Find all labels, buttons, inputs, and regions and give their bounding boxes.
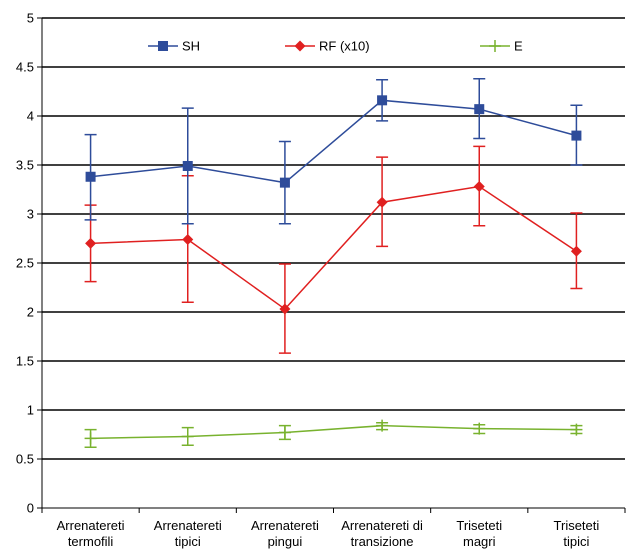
series-group: [84, 78, 583, 448]
series-line: [90, 99, 577, 184]
plus-marker: [376, 419, 389, 432]
x-category-label: Arrenatereti pingui: [251, 518, 319, 549]
y-tick-label: 1.5: [16, 354, 34, 369]
series-sh: [84, 78, 583, 225]
x-category-label-line: tipici: [175, 534, 201, 549]
diamond-marker: [279, 303, 291, 315]
x-category-label-line: tipici: [563, 534, 589, 549]
plus-marker: [278, 426, 291, 439]
x-category-label: Arrenatereti termofili: [57, 518, 125, 549]
legend-item: E: [480, 39, 523, 54]
series-line: [90, 185, 577, 311]
square-marker: [85, 171, 96, 182]
legend-label: E: [514, 39, 523, 54]
x-category-label: Triseteti tipici: [554, 518, 600, 549]
y-tick-label: 1: [27, 403, 34, 418]
y-tick-label: 2.5: [16, 256, 34, 271]
plus-marker: [84, 432, 97, 445]
square-marker: [377, 95, 388, 106]
legend-item: RF (x10): [285, 39, 370, 54]
square-marker: [474, 104, 485, 115]
y-tick-label: 0: [27, 501, 34, 516]
square-marker: [279, 177, 290, 188]
square-marker: [158, 41, 168, 51]
diamond-marker: [182, 233, 194, 245]
square-marker: [182, 160, 193, 171]
axes: [37, 17, 626, 513]
y-tick-label: 2: [27, 305, 34, 320]
y-tick-label: 4: [27, 109, 34, 124]
y-tick-label: 4.5: [16, 60, 34, 75]
x-category-label-line: pingui: [268, 534, 303, 549]
x-category-label-line: Arrenatereti di: [341, 518, 423, 533]
diamond-marker: [473, 181, 485, 193]
legend-label: RF (x10): [319, 39, 370, 54]
y-tick-label: 3: [27, 207, 34, 222]
gridlines: [42, 17, 625, 460]
series-e: [84, 419, 583, 448]
diamond-marker: [376, 196, 388, 208]
x-category-label-line: Arrenatereti: [251, 518, 319, 533]
plus-marker: [181, 430, 194, 443]
plus-marker: [570, 423, 583, 436]
y-tick-label: 0.5: [16, 452, 34, 467]
diamond-marker: [294, 40, 306, 52]
y-tick-labels: 0 0.5 1 1.5 2 2.5 3 3.5 4 4.5 5: [16, 11, 34, 516]
series-rf-x10: [84, 145, 583, 354]
legend: SH RF (x10) E: [148, 39, 523, 54]
x-category-label-line: Triseteti: [554, 518, 600, 533]
x-category-label-line: Arrenatereti: [57, 518, 125, 533]
x-category-label: Arrenatereti tipici: [154, 518, 222, 549]
x-category-label: Arrenatereti di transizione: [341, 518, 423, 549]
diamond-marker: [570, 245, 582, 257]
x-category-label-line: Triseteti: [456, 518, 502, 533]
y-tick-label: 5: [27, 11, 34, 26]
x-category-label-line: transizione: [351, 534, 414, 549]
y-tick-label: 3.5: [16, 158, 34, 173]
legend-item: SH: [148, 39, 200, 54]
plus-marker: [473, 422, 486, 435]
legend-label: SH: [182, 39, 200, 54]
square-marker: [571, 130, 582, 141]
x-category-label-line: Arrenatereti: [154, 518, 222, 533]
x-category-label: Triseteti magri: [456, 518, 502, 549]
x-category-label-line: termofili: [68, 534, 114, 549]
plus-marker: [489, 40, 501, 52]
x-category-label-line: magri: [463, 534, 496, 549]
diamond-marker: [85, 237, 97, 249]
series-line: [90, 424, 577, 440]
